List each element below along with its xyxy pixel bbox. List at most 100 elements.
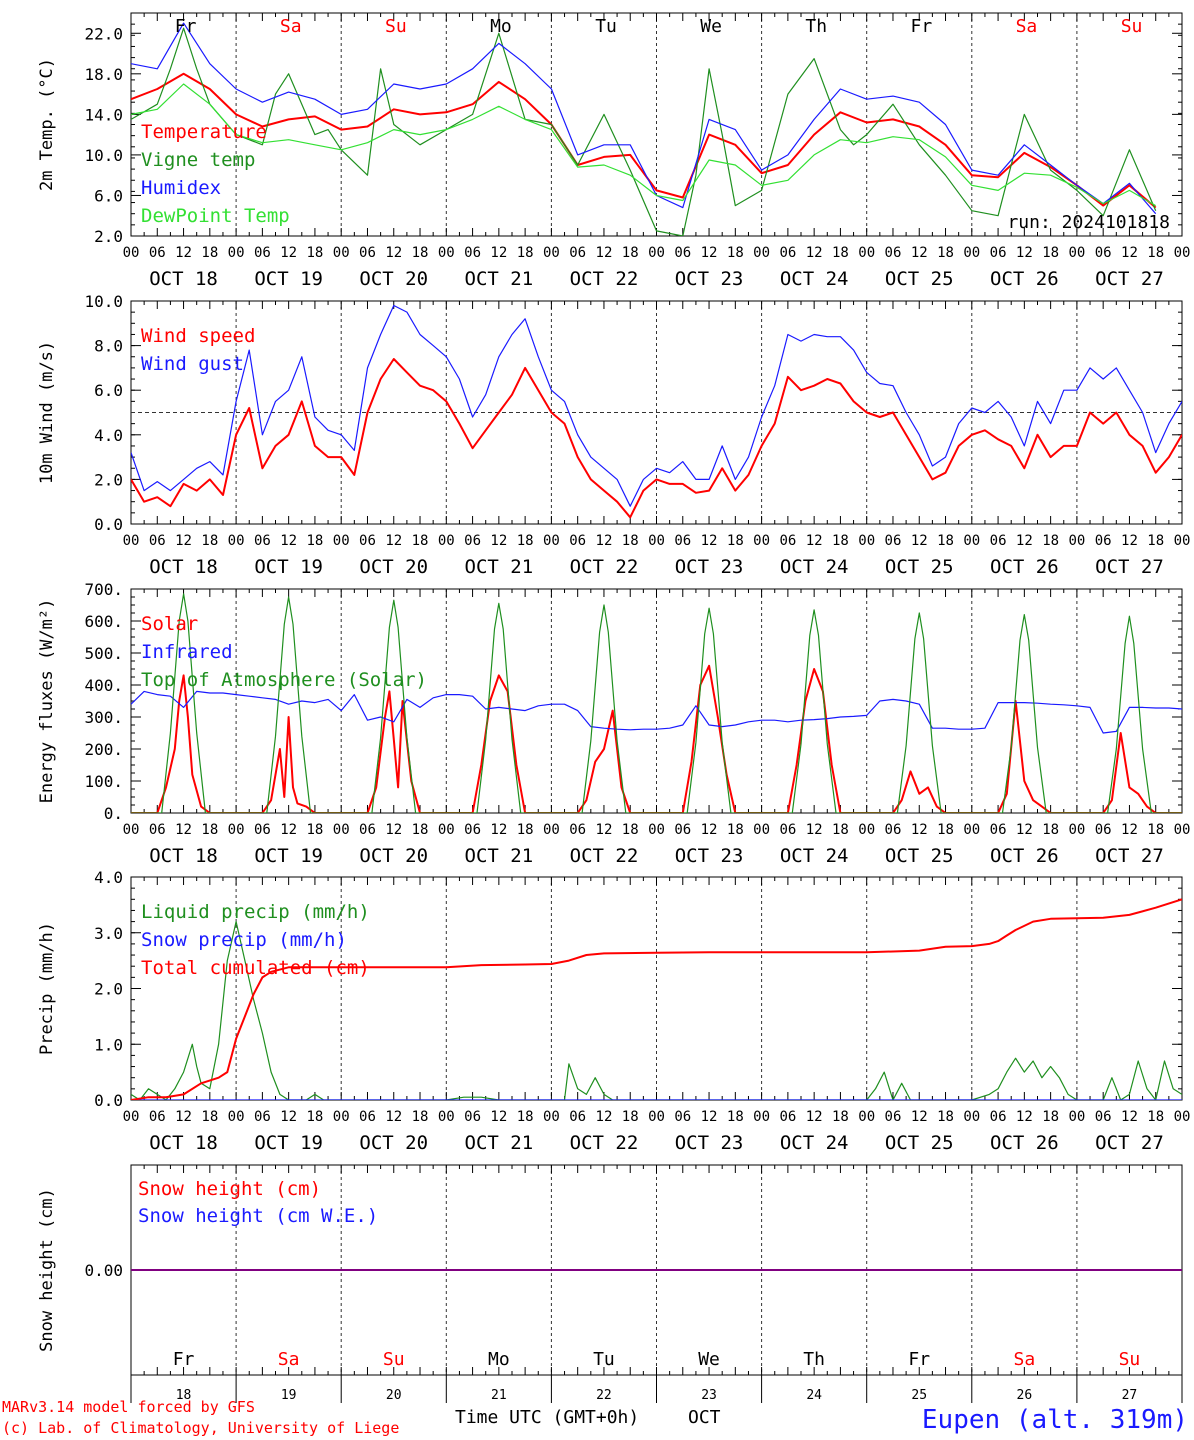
hour-tick-label: 06	[885, 245, 902, 261]
hour-tick-label: 00	[543, 245, 560, 261]
hour-tick-label: 00	[543, 822, 560, 838]
hour-tick-label: 00	[228, 245, 245, 261]
weekday-label: Fr	[911, 16, 933, 37]
hour-tick-label: 18	[201, 1109, 218, 1125]
hour-tick-label: 18	[937, 822, 954, 838]
time-axis-label: Time UTC (GMT+0h)	[455, 1407, 639, 1428]
y-tick-label: 500.	[84, 644, 123, 663]
hour-tick-label: 12	[385, 533, 402, 549]
hour-tick-label: 00	[333, 245, 350, 261]
date-label: OCT 27	[1095, 1132, 1164, 1154]
hour-tick-label: 00	[963, 1109, 980, 1125]
hour-tick-label: 00	[228, 1109, 245, 1125]
y-tick-label: 700.	[84, 580, 123, 599]
hour-tick-label: 06	[149, 822, 166, 838]
hour-tick-label: 06	[254, 245, 271, 261]
date-label: OCT 24	[780, 1132, 849, 1154]
series-group	[131, 593, 1182, 813]
date-label: OCT 26	[990, 845, 1059, 867]
hour-tick-label: 12	[806, 533, 823, 549]
hour-tick-label: 12	[1016, 822, 1033, 838]
hour-tick-label: 12	[280, 533, 297, 549]
y-tick-label: 100.	[84, 772, 123, 791]
y-tick-label: 0.0	[94, 515, 123, 534]
hour-tick-label: 12	[596, 822, 613, 838]
hour-tick-label: 00	[543, 533, 560, 549]
series-group	[131, 304, 1182, 519]
hour-tick-label: 00	[963, 533, 980, 549]
date-label: OCT 24	[780, 268, 849, 290]
date-label: OCT 25	[885, 556, 954, 578]
hour-tick-label: 00	[753, 1109, 770, 1125]
hour-tick-label: 18	[1042, 1109, 1059, 1125]
series-line-total-cumulated-cm-	[131, 898, 1182, 1100]
legend-entry: Humidex	[141, 177, 221, 199]
hour-tick-label: 06	[464, 533, 481, 549]
date-label: OCT 20	[359, 556, 428, 578]
hour-tick-label: 06	[1095, 533, 1112, 549]
series-line-wind-speed	[131, 358, 1182, 519]
y-axis-title: Precip (mm/h)	[37, 922, 57, 1055]
date-label: OCT 18	[149, 1132, 218, 1154]
hour-tick-label: 18	[832, 822, 849, 838]
hour-tick-label: 00	[648, 245, 665, 261]
hour-tick-label: 12	[911, 822, 928, 838]
y-tick-label: 2.0	[94, 980, 123, 999]
hour-tick-label: 12	[911, 1109, 928, 1125]
hour-tick-label: 18	[201, 822, 218, 838]
series-group	[131, 898, 1182, 1100]
legend-entry: Infrared	[141, 641, 233, 663]
y-tick-label: 18.0	[84, 65, 123, 84]
hour-tick-label: 12	[385, 245, 402, 261]
date-label: OCT 19	[254, 845, 323, 867]
day-number-label: 20	[386, 1388, 402, 1403]
date-label: OCT 23	[675, 268, 744, 290]
hour-tick-label: 00	[228, 822, 245, 838]
y-tick-label: 400.	[84, 676, 123, 695]
hour-tick-label: 06	[779, 245, 796, 261]
hour-tick-label: 12	[175, 245, 192, 261]
date-label: OCT 21	[465, 268, 534, 290]
series-line-humidex	[131, 22, 1157, 215]
hour-tick-label: 00	[753, 822, 770, 838]
weekday-label: Mo	[490, 16, 512, 37]
series-line-vigne-temp	[131, 27, 1157, 236]
hour-tick-label: 18	[306, 533, 323, 549]
legend-entry: Liquid precip (mm/h)	[141, 901, 370, 923]
date-label: OCT 24	[780, 845, 849, 867]
hour-tick-label: 12	[596, 245, 613, 261]
hour-tick-label: 06	[359, 245, 376, 261]
legend-entry: Snow height (cm W.E.)	[138, 1205, 378, 1227]
date-label: OCT 22	[570, 1132, 639, 1154]
hour-tick-label: 00	[543, 1109, 560, 1125]
y-tick-label: 2.0	[94, 470, 123, 489]
hour-tick-label: 00	[753, 245, 770, 261]
hour-tick-label: 18	[832, 1109, 849, 1125]
panels: 2.0 6.0 10.0 14.0 18.0 22.0 2m Temp. (°C) Tempe…	[37, 12, 1190, 1403]
footer: MARv3.14 model forced by GFS (c) Lab. of…	[2, 1398, 1188, 1437]
panel-1: 2.0 6.0 10.0 14.0 18.0 22.0 2m Temp. (°C) Tempe…	[37, 12, 1190, 290]
y-tick-label: 0.0	[94, 1091, 123, 1110]
date-label: OCT 25	[885, 1132, 954, 1154]
date-label: OCT 18	[149, 268, 218, 290]
hour-tick-label: 06	[254, 822, 271, 838]
hour-tick-label: 18	[306, 1109, 323, 1125]
y-tick-label: 14.0	[84, 105, 123, 124]
hour-tick-label: 18	[937, 533, 954, 549]
hour-tick-label: 12	[385, 1109, 402, 1125]
hour-tick-label: 00	[858, 1109, 875, 1125]
hour-tick-label: 06	[254, 533, 271, 549]
legend-entry: Snow precip (mm/h)	[141, 929, 347, 951]
weekday-label: Tu	[593, 1349, 615, 1370]
weekday-label: We	[700, 16, 722, 37]
y-tick-label: 200.	[84, 740, 123, 759]
legend-entry: Wind speed	[141, 325, 255, 347]
hour-tick-label: 00	[123, 533, 140, 549]
y-tick-label: 8.0	[94, 337, 123, 356]
hour-tick-label: 18	[727, 1109, 744, 1125]
hour-tick-label: 12	[1121, 533, 1138, 549]
weekday-label: Su	[1119, 1349, 1141, 1370]
hour-tick-label: 06	[990, 245, 1007, 261]
hour-tick-label: 18	[1042, 245, 1059, 261]
month-label: OCT	[688, 1407, 721, 1428]
